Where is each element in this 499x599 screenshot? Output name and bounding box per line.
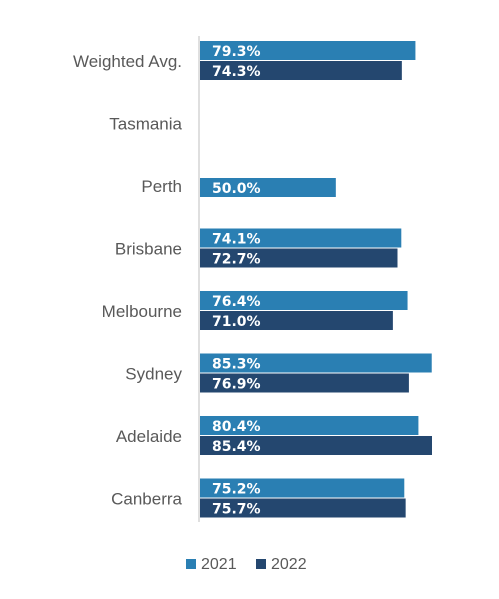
category-label-brisbane: Brisbane: [115, 240, 182, 259]
bar-brisbane-2022: [200, 248, 398, 268]
bar-canberra-2021: [200, 478, 405, 498]
category-label-sydney: Sydney: [125, 365, 182, 384]
data-label-melbourne-2022: 71.0%: [212, 314, 261, 330]
bar-sydney-2022: [200, 373, 409, 393]
bar-melbourne-2021: [200, 291, 408, 310]
category-label-adelaide: Adelaide: [116, 427, 182, 446]
data-labels: 79.3% 74.3% 50.0% 74.1% 72.7% 76.4% 71.0% 85.3%…: [212, 44, 261, 518]
category-label-canberra: Canberra: [111, 490, 182, 509]
legend-swatch-2022: [256, 559, 266, 569]
bar-sydney-2021: [200, 353, 432, 373]
bar-weighted-avg-2022: [200, 61, 402, 80]
category-label-weighted-avg: Weighted Avg.: [73, 52, 182, 71]
data-label-canberra-2022: 75.7%: [212, 502, 261, 518]
bar-brisbane-2021: [200, 228, 402, 248]
bar-melbourne-2022: [200, 311, 393, 330]
data-label-adelaide-2021: 80.4%: [212, 419, 261, 435]
legend-label-2021: 2021: [201, 556, 237, 573]
bar-perth-2021: [200, 178, 336, 197]
bar-adelaide-2021: [200, 416, 419, 435]
legend: 2021 2022: [186, 556, 307, 573]
category-label-perth: Perth: [141, 177, 182, 196]
bar-canberra-2022: [200, 498, 406, 518]
legend-label-2022: 2022: [271, 556, 307, 573]
bar-weighted-avg-2021: [200, 41, 416, 60]
data-label-weighted-avg-2021: 79.3%: [212, 44, 261, 60]
data-label-sydney-2021: 85.3%: [212, 357, 261, 373]
legend-swatch-2021: [186, 559, 196, 569]
data-label-sydney-2022: 76.9%: [212, 377, 261, 393]
category-labels: Weighted Avg. Tasmania Perth Brisbane Melbou…: [73, 52, 183, 509]
bar-series-group: [200, 41, 432, 518]
data-label-melbourne-2021: 76.4%: [212, 294, 261, 310]
category-label-tasmania: Tasmania: [109, 115, 182, 134]
data-label-brisbane-2022: 72.7%: [212, 252, 261, 268]
data-label-adelaide-2022: 85.4%: [212, 439, 261, 455]
data-label-brisbane-2021: 74.1%: [212, 232, 261, 248]
data-label-weighted-avg-2022: 74.3%: [212, 64, 261, 80]
category-label-melbourne: Melbourne: [102, 302, 182, 321]
data-label-canberra-2021: 75.2%: [212, 482, 261, 498]
data-label-perth-2021: 50.0%: [212, 181, 261, 197]
bar-adelaide-2022: [200, 436, 432, 455]
